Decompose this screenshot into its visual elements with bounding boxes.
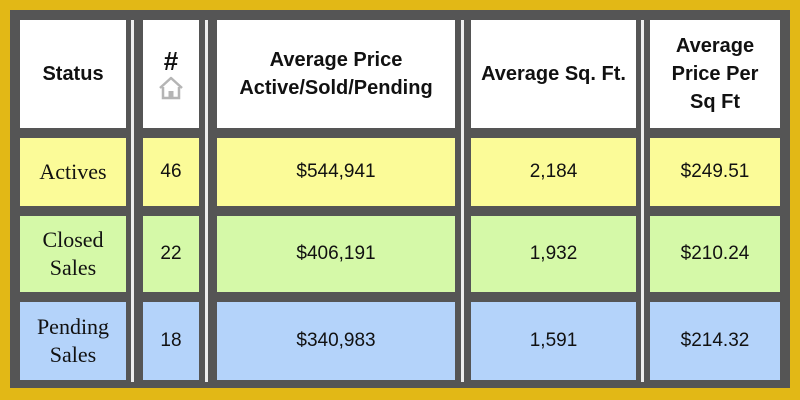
column-divider <box>205 20 208 382</box>
row-pending-average-sqft: 1,591 <box>471 302 636 380</box>
row-closed-status: Closed Sales <box>20 216 126 292</box>
row-pending-status: Pending Sales <box>20 302 126 380</box>
stats-table: Status # Average Price Active/Sold/Pendi… <box>10 10 790 388</box>
status-label: Actives <box>39 159 107 184</box>
header-status-label: Status <box>42 63 104 85</box>
price-per-sqft-value: $210.24 <box>680 243 750 264</box>
header-count-label: # <box>163 46 179 76</box>
row-actives-average-price: $544,941 <box>217 138 455 206</box>
header-average-price-line1: Average Price <box>269 49 403 71</box>
header-average-sqft-label: Average Sq. Ft. <box>481 63 626 85</box>
header-price-per-sqft: Average Price Per Sq Ft <box>650 20 780 128</box>
status-label: Pending <box>36 314 110 339</box>
count-value: 18 <box>160 330 182 351</box>
header-average-price-line2: Active/Sold/Pending <box>239 77 433 99</box>
header-average-price: Average Price Active/Sold/Pending <box>217 20 455 128</box>
header-price-per-sqft-line2: Price Per <box>671 63 759 85</box>
row-actives-average-sqft: 2,184 <box>471 138 636 206</box>
status-label: Sales <box>49 342 97 367</box>
house-icon <box>159 76 183 100</box>
row-pending-count: 18 <box>143 302 199 380</box>
row-pending-average-price: $340,983 <box>217 302 455 380</box>
row-pending-price-per-sqft: $214.32 <box>650 302 780 380</box>
count-value: 22 <box>160 243 182 264</box>
column-divider <box>641 20 644 382</box>
average-sqft-value: 1,591 <box>529 330 578 351</box>
average-price-value: $406,191 <box>296 243 376 264</box>
column-divider <box>131 20 134 382</box>
count-value: 46 <box>160 161 182 182</box>
average-sqft-value: 2,184 <box>529 161 578 182</box>
header-status: Status <box>20 20 126 128</box>
column-divider <box>461 20 464 382</box>
row-closed-average-sqft: 1,932 <box>471 216 636 292</box>
status-label: Closed <box>42 227 104 252</box>
row-closed-price-per-sqft: $210.24 <box>650 216 780 292</box>
status-label: Sales <box>49 255 97 280</box>
header-average-sqft: Average Sq. Ft. <box>471 20 636 128</box>
row-closed-count: 22 <box>143 216 199 292</box>
row-actives-status: Actives <box>20 138 126 206</box>
header-count: # <box>143 20 199 128</box>
average-sqft-value: 1,932 <box>529 243 578 264</box>
price-per-sqft-value: $249.51 <box>680 161 750 182</box>
row-actives-count: 46 <box>143 138 199 206</box>
row-actives-price-per-sqft: $249.51 <box>650 138 780 206</box>
price-per-sqft-value: $214.32 <box>680 330 750 351</box>
header-price-per-sqft-line3: Sq Ft <box>689 91 740 113</box>
average-price-value: $340,983 <box>296 330 376 351</box>
header-price-per-sqft-line1: Average <box>675 35 755 57</box>
average-price-value: $544,941 <box>296 161 376 182</box>
row-closed-average-price: $406,191 <box>217 216 455 292</box>
